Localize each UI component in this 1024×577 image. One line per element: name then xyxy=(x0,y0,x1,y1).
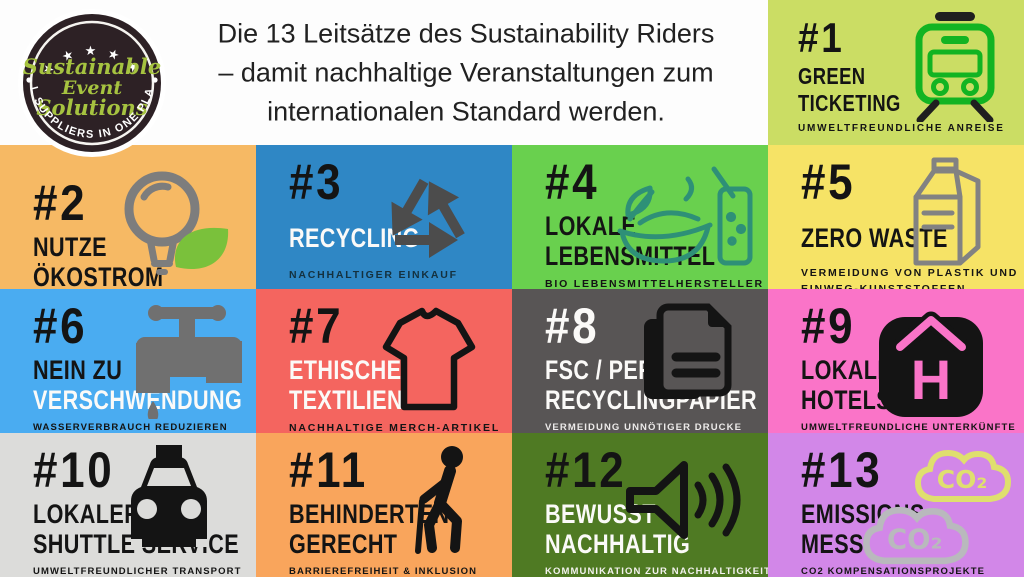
tile-6-nein-zu-verschwendung: #6 NEIN ZU VERSCHWENDUNG WASSERVERBRAUCH … xyxy=(0,289,256,433)
tile-number: #12 xyxy=(545,442,627,498)
lightbulb-leaf-icon xyxy=(110,167,234,279)
heading-line: BEWUSST xyxy=(545,499,656,529)
tile-3-recycling: #3 RECYCLING NACHHALTIGER EINKAUF xyxy=(256,145,512,289)
logo-script-line: Sustainable xyxy=(23,54,161,79)
tile-subtitle: UMWELTFREUNDLICHE ANREISE xyxy=(798,123,1005,134)
tile-number: #7 xyxy=(289,298,344,354)
tile-subtitle: NACHHALTIGER EINKAUF xyxy=(289,269,458,281)
recycling-icon xyxy=(370,159,488,277)
tile-subtitle: CO2 KOMPENSATIONSPROJEKTE xyxy=(801,566,986,577)
tile-number: #11 xyxy=(289,442,368,498)
heading-line: TEXTILIEN xyxy=(289,385,404,415)
paper-icon xyxy=(636,299,740,409)
tile-subtitle: BARRIEREFREIHEIT & INKLUSION xyxy=(289,566,478,577)
tile-subtitle: VERMEIDUNG VON PLASTIK UND EINWEG-KUNSTS… xyxy=(801,267,1019,289)
tshirt-icon xyxy=(370,301,482,413)
tile-9-lokale-hotels: #9 LOKALE HOTELS UMWELTFREUNDLICHE UNTERK… xyxy=(768,289,1024,433)
heading-line: NACHHALTIG xyxy=(545,529,691,559)
page-title: Die 13 Leitsätze des Sustainability Ride… xyxy=(168,14,764,131)
tile-subtitle: BIO LEBENSMITTELHERSTELLER xyxy=(545,278,764,289)
co2-label: CO₂ xyxy=(937,465,988,494)
logo-script-line: Solutions xyxy=(36,95,147,120)
taxi-icon xyxy=(114,443,224,551)
tile-8-recyclingpapier: #8 FSC / PEFC RECYCLINGPAPIER VERMEIDUNG … xyxy=(512,289,768,433)
heading-line: HOTELS xyxy=(801,385,892,415)
sustainable-event-solutions-logo: ★ ★ ★ ★ ★ Sustainable Event Solutions AL… xyxy=(11,0,168,162)
tile-number: #6 xyxy=(33,298,88,354)
hotel-icon: H xyxy=(872,297,990,419)
heading-line: NEIN ZU xyxy=(33,355,123,385)
tile-number: #13 xyxy=(801,442,883,498)
tile-7-ethische-textilien: #7 ETHISCHE TEXTILIEN NACHHALTIGE MERCH-A… xyxy=(256,289,512,433)
heading-line: NUTZE xyxy=(33,232,107,262)
tile-12-bewusst-nachhaltig: #12 BEWUSST NACHHALTIG KOMMUNIKATION ZUR … xyxy=(512,433,768,577)
heading-line: ÖKOSTROM xyxy=(33,262,164,289)
heading-line: TICKETING xyxy=(798,90,901,116)
tile-subtitle: KOMMUNIKATION ZUR NACHHALTIGKEIT xyxy=(545,566,768,577)
speaker-icon xyxy=(616,449,744,555)
tile-number: #5 xyxy=(801,154,856,210)
tile-subtitle: UMWELTFREUNDLICHE UNTERKÜNFTE xyxy=(801,422,1016,433)
tile-subtitle: WASSERVERBRAUCH REDUZIEREN xyxy=(33,422,228,433)
faucet-icon xyxy=(94,303,246,423)
co2-label: CO₂ xyxy=(887,524,943,556)
food-bowl-icon xyxy=(602,163,762,275)
tile-subtitle: UMWELTFREUNDLICHER TRANSPORT xyxy=(33,566,242,577)
tile-11-behindertengerecht: #11 BEHINDERTEN- GERECHT BARRIEREFREIHEIT… xyxy=(256,433,512,577)
carton-icon xyxy=(904,157,988,271)
tile-4-lokale-lebensmittel: #4 LOKALE LEBENSMITTEL BIO LEBENSMITTELHE… xyxy=(512,145,768,289)
title-line: – damit nachhaltige Veranstaltungen zum xyxy=(218,57,714,87)
title-line: internationalen Standard werden. xyxy=(267,96,665,126)
logo-script-line: Event xyxy=(61,77,122,99)
co2-clouds-icon: CO₂ CO₂ xyxy=(862,439,1014,569)
train-icon xyxy=(906,10,1004,124)
tile-number: #9 xyxy=(801,298,856,354)
accessibility-icon xyxy=(382,441,478,555)
tile-1-green-ticketing: #1 GREEN TICKETING UMWELTFREUNDLICHE ANRE… xyxy=(768,0,1024,145)
tile-number: #1 xyxy=(798,14,845,61)
tile-number: #3 xyxy=(289,154,344,210)
tile-5-zero-waste: #5 ZERO WASTE VERMEIDUNG VON PLASTIK UND… xyxy=(768,145,1024,289)
heading-line: GREEN xyxy=(798,63,866,89)
heading-line: LOKALE xyxy=(801,355,893,385)
title-line: Die 13 Leitsätze des Sustainability Ride… xyxy=(217,18,715,48)
heading-line: LOKALER xyxy=(33,499,141,529)
tile-13-emissionsmessungen: #13 EMISSIONS-MESSUNGEN CO2 KOMPENSATION… xyxy=(768,433,1024,577)
tile-subtitle: VERMEIDUNG UNNÖTIGER DRUCKE xyxy=(545,422,743,433)
tile-number: #4 xyxy=(545,154,600,210)
tile-subtitle: NACHHALTIGE MERCH-ARTIKEL xyxy=(289,422,501,433)
hotel-h-label: H xyxy=(911,348,951,411)
tile-number: #10 xyxy=(33,442,115,498)
tile-number: #2 xyxy=(33,175,88,231)
heading-line: GERECHT xyxy=(289,529,398,559)
tile-number: #8 xyxy=(545,298,600,354)
heading-line: ETHISCHE xyxy=(289,355,402,385)
